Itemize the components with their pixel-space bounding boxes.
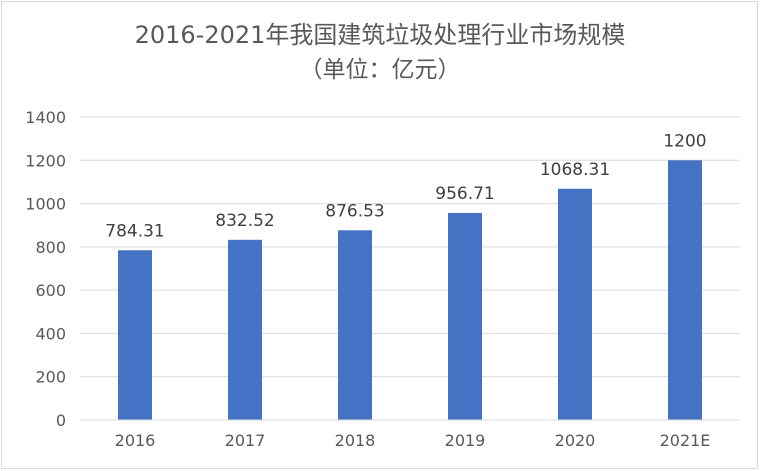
bar-2018 — [338, 230, 372, 420]
x-tick-label-2017: 2017 — [225, 431, 266, 450]
y-tick-label: 200 — [35, 368, 66, 387]
data-label-2021E: 1200 — [663, 131, 706, 151]
x-tick-label-2019: 2019 — [445, 431, 486, 450]
data-label-2020: 1068.31 — [540, 160, 610, 180]
bar-2017 — [228, 239, 262, 420]
y-tick-label: 0 — [56, 411, 66, 430]
x-tick-label-2016: 2016 — [115, 431, 156, 450]
y-tick-label: 1400 — [25, 108, 66, 127]
data-label-2017: 832.52 — [215, 211, 274, 231]
y-tick-label: 600 — [35, 281, 66, 300]
bar-2021E — [668, 160, 702, 421]
bar-2020 — [558, 188, 592, 420]
bar-2019 — [448, 212, 482, 420]
x-tick-label-2018: 2018 — [335, 431, 376, 450]
y-tick-label: 1200 — [25, 151, 66, 170]
x-tick-label-2020: 2020 — [555, 431, 596, 450]
data-label-2019: 956.71 — [435, 184, 494, 204]
data-label-2018: 876.53 — [325, 201, 384, 221]
x-tick-label-2021E: 2021E — [660, 431, 711, 450]
y-tick-label: 800 — [35, 238, 66, 257]
y-tick-label: 1000 — [25, 195, 66, 214]
chart-title: 2016-2021年我国建筑垃圾处理行业市场规模 — [134, 21, 626, 49]
data-label-2016: 784.31 — [105, 221, 164, 241]
bar-2016 — [118, 250, 152, 420]
chart-subtitle: （单位：亿元） — [299, 57, 461, 83]
y-tick-label: 400 — [35, 324, 66, 343]
